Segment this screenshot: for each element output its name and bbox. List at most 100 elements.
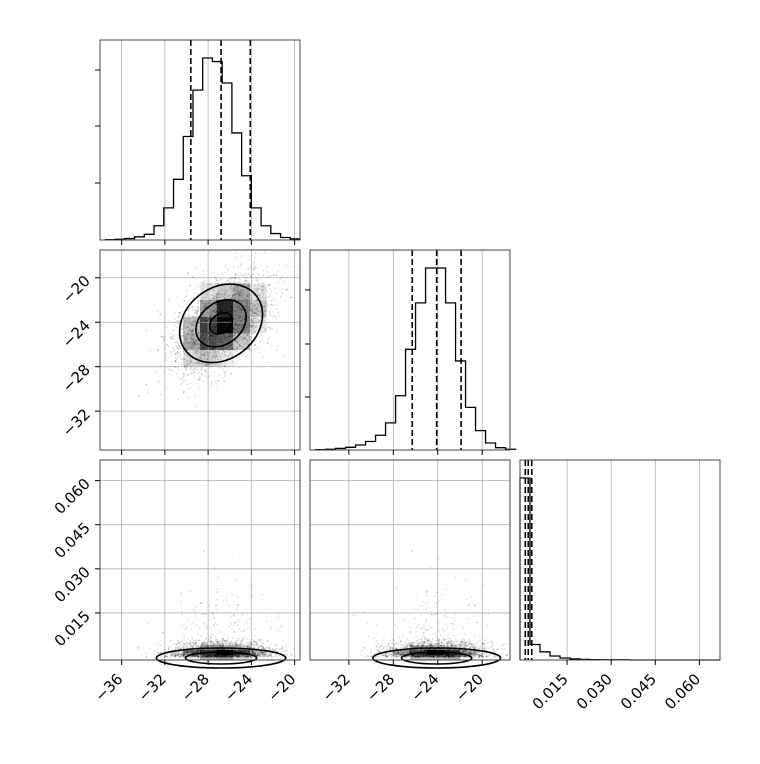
sample-point (183, 344, 185, 346)
sample-point (195, 267, 197, 269)
sample-point (210, 335, 212, 337)
sample-point (235, 305, 237, 307)
sample-point (247, 627, 249, 629)
sample-point (254, 644, 256, 646)
sample-point (222, 356, 224, 358)
sample-point (216, 280, 218, 282)
sample-point (180, 358, 182, 360)
sample-point (207, 311, 209, 313)
sample-point (191, 622, 193, 624)
sample-point (203, 294, 205, 296)
sample-point (263, 642, 265, 644)
sample-point (239, 315, 241, 317)
sample-point (201, 345, 203, 347)
sample-point (225, 264, 227, 266)
sample-point (280, 297, 282, 299)
sample-point (259, 320, 261, 322)
sample-point (267, 296, 269, 298)
sample-point (261, 286, 263, 288)
sample-point (275, 292, 277, 294)
sample-point (254, 312, 256, 314)
sample-point (197, 343, 199, 345)
sample-point (173, 370, 175, 372)
sample-point (183, 300, 185, 302)
sample-point (235, 362, 237, 364)
sample-point (238, 275, 240, 277)
sample-point (232, 308, 234, 310)
sample-point (219, 629, 221, 631)
sample-point (182, 342, 184, 344)
sample-point (251, 642, 253, 644)
sample-point (251, 302, 253, 304)
sample-point (258, 274, 260, 276)
sample-point (276, 274, 278, 276)
sample-point (230, 373, 232, 375)
sample-point (176, 326, 178, 328)
sample-point (222, 601, 224, 603)
sample-point (208, 333, 210, 335)
sample-point (221, 288, 223, 290)
sample-point (261, 326, 263, 328)
sample-point (201, 368, 203, 370)
sample-point (256, 303, 258, 305)
sample-point (222, 369, 224, 371)
sample-point (189, 322, 191, 324)
sample-point (216, 329, 218, 331)
sample-point (212, 322, 214, 324)
sample-point (273, 315, 275, 317)
sample-point (233, 315, 235, 317)
sample-point (179, 645, 181, 647)
sample-point (220, 347, 222, 349)
sample-point (236, 320, 238, 322)
sample-point (270, 304, 272, 306)
sample-point (239, 277, 241, 279)
sample-point (231, 557, 233, 559)
sample-point (233, 624, 235, 626)
sample-point (224, 339, 226, 341)
sample-point (205, 338, 207, 340)
sample-point (190, 383, 192, 385)
sample-point (257, 313, 259, 315)
sample-point (260, 311, 262, 313)
sample-point (226, 290, 228, 292)
sample-point (221, 309, 223, 311)
sample-point (173, 329, 175, 331)
sample-point (247, 356, 249, 358)
sample-point (181, 332, 183, 334)
sample-point (145, 656, 147, 658)
sample-point (194, 639, 196, 641)
sample-point (186, 290, 188, 292)
sample-point (216, 296, 218, 298)
sample-point (258, 284, 260, 286)
sample-point (178, 304, 180, 306)
sample-point (265, 654, 267, 656)
sample-point (237, 315, 239, 317)
sample-point (249, 349, 251, 351)
sample-point (223, 290, 225, 292)
sample-point (267, 271, 269, 273)
sample-point (260, 334, 262, 336)
sample-point (171, 335, 173, 337)
sample-point (192, 276, 194, 278)
sample-point (189, 285, 191, 287)
sample-point (214, 328, 216, 330)
sample-point (192, 347, 194, 349)
sample-point (246, 268, 248, 270)
sample-point (209, 627, 211, 629)
sample-point (184, 342, 186, 344)
sample-point (196, 606, 198, 608)
sample-point (214, 311, 216, 313)
sample-point (167, 385, 169, 387)
sample-point (271, 300, 273, 302)
sample-point (187, 332, 189, 334)
sample-point (184, 352, 186, 354)
sample-point (213, 305, 215, 307)
sample-point (178, 398, 180, 400)
sample-point (239, 337, 241, 339)
sample-point (248, 259, 250, 261)
sample-point (146, 653, 148, 655)
sample-point (284, 650, 286, 652)
sample-point (184, 320, 186, 322)
sample-point (254, 316, 256, 318)
sample-point (279, 289, 281, 291)
